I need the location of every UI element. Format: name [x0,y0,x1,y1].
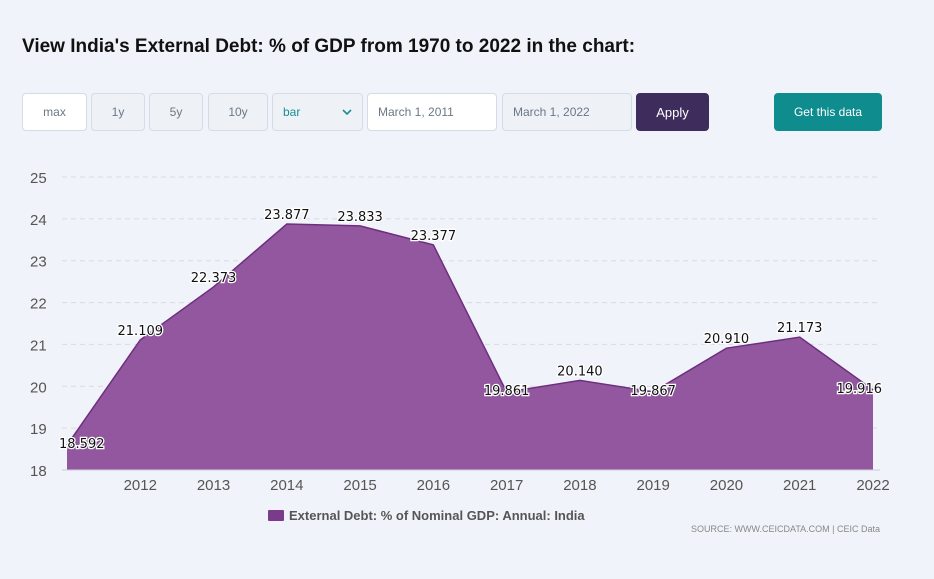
data-label: 19.861 [484,384,530,399]
chart-type-value: bar [283,105,301,119]
series-line [66,223,874,446]
y-tick-label: 21 [30,337,47,354]
data-label: 20.140 [557,364,603,379]
data-label: 23.377 [411,229,457,244]
legend-label: External Debt: % of Nominal GDP: Annual:… [289,508,585,523]
x-tick-label: 2013 [197,477,230,494]
y-tick-label: 18 [30,463,47,480]
x-tick-label: 2021 [783,477,816,494]
get-data-button[interactable]: Get this data [774,93,882,131]
chart-legend[interactable]: External Debt: % of Nominal GDP: Annual:… [268,508,585,523]
range-max-button[interactable]: max [22,93,87,131]
end-date-input[interactable]: March 1, 2022 [502,93,632,131]
apply-button[interactable]: Apply [636,93,709,131]
area-fill [67,224,873,470]
data-label: 18.592 [59,437,105,452]
source-note: SOURCE: WWW.CEICDATA.COM | CEIC Data [690,524,880,534]
data-label: 21.173 [777,321,823,336]
y-tick-label: 25 [30,170,47,187]
start-date-input[interactable]: March 1, 2011 [367,93,497,131]
data-label: 22.373 [191,271,237,286]
y-tick-label: 24 [30,212,47,229]
x-tick-label: 2019 [636,477,669,494]
x-tick-label: 2016 [417,477,450,494]
page-title: View India's External Debt: % of GDP fro… [22,36,636,57]
range-10y-button[interactable]: 10y [208,93,268,131]
x-tick-label: 2014 [270,477,303,494]
x-tick-label: 2022 [856,477,889,494]
y-tick-label: 19 [30,421,47,438]
range-1y-button[interactable]: 1y [91,93,145,131]
chevron-down-icon [342,109,352,116]
data-label: 23.877 [264,208,310,223]
y-tick-label: 23 [30,254,47,271]
range-5y-button[interactable]: 5y [149,93,203,131]
x-tick-label: 2012 [124,477,157,494]
data-label: 20.910 [704,332,750,347]
data-label: 23.833 [337,210,383,225]
x-tick-label: 2020 [710,477,743,494]
x-tick-label: 2015 [343,477,376,494]
x-tick-label: 2018 [563,477,596,494]
y-tick-label: 20 [30,379,47,396]
data-label: 21.109 [118,324,164,339]
chart-type-select[interactable]: bar [272,93,363,131]
data-label: 19.867 [630,384,676,399]
legend-swatch [268,510,284,521]
x-tick-label: 2017 [490,477,523,494]
data-label: 19.916 [837,382,883,397]
y-tick-label: 22 [30,296,47,313]
